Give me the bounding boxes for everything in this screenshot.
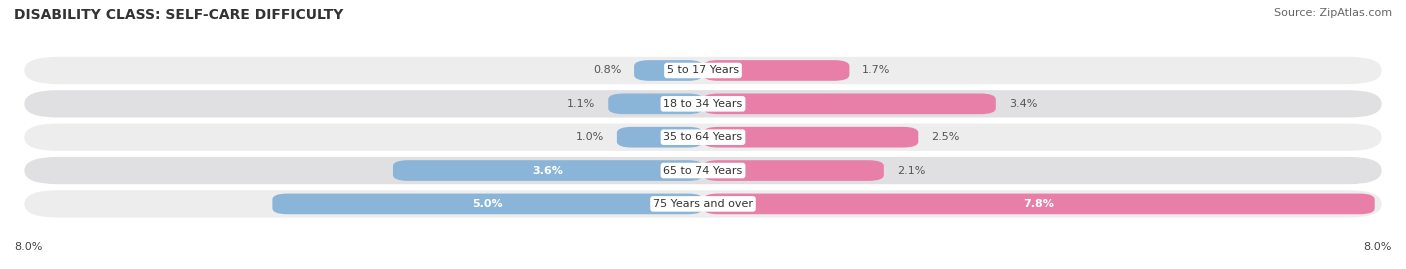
Text: 0.8%: 0.8%	[593, 65, 621, 76]
Text: 18 to 34 Years: 18 to 34 Years	[664, 99, 742, 109]
FancyBboxPatch shape	[392, 160, 703, 181]
FancyBboxPatch shape	[24, 123, 1382, 151]
FancyBboxPatch shape	[703, 160, 884, 181]
FancyBboxPatch shape	[273, 194, 703, 214]
Text: 1.1%: 1.1%	[567, 99, 595, 109]
Text: 7.8%: 7.8%	[1024, 199, 1054, 209]
FancyBboxPatch shape	[703, 60, 849, 81]
Text: 1.0%: 1.0%	[575, 132, 605, 142]
FancyBboxPatch shape	[24, 157, 1382, 184]
FancyBboxPatch shape	[609, 94, 703, 114]
Text: 3.6%: 3.6%	[533, 165, 564, 176]
FancyBboxPatch shape	[24, 57, 1382, 84]
Text: 35 to 64 Years: 35 to 64 Years	[664, 132, 742, 142]
Text: 8.0%: 8.0%	[1364, 242, 1392, 252]
Text: 8.0%: 8.0%	[14, 242, 42, 252]
FancyBboxPatch shape	[24, 190, 1382, 218]
Text: 2.1%: 2.1%	[897, 165, 925, 176]
Text: 65 to 74 Years: 65 to 74 Years	[664, 165, 742, 176]
Text: 1.7%: 1.7%	[862, 65, 890, 76]
Text: 5.0%: 5.0%	[472, 199, 503, 209]
FancyBboxPatch shape	[703, 194, 1375, 214]
FancyBboxPatch shape	[24, 90, 1382, 118]
FancyBboxPatch shape	[703, 127, 918, 147]
Text: DISABILITY CLASS: SELF-CARE DIFFICULTY: DISABILITY CLASS: SELF-CARE DIFFICULTY	[14, 8, 343, 22]
Text: 75 Years and over: 75 Years and over	[652, 199, 754, 209]
Text: 3.4%: 3.4%	[1008, 99, 1038, 109]
FancyBboxPatch shape	[703, 94, 995, 114]
Text: 5 to 17 Years: 5 to 17 Years	[666, 65, 740, 76]
FancyBboxPatch shape	[617, 127, 703, 147]
Text: Source: ZipAtlas.com: Source: ZipAtlas.com	[1274, 8, 1392, 18]
Text: 2.5%: 2.5%	[931, 132, 959, 142]
FancyBboxPatch shape	[634, 60, 703, 81]
